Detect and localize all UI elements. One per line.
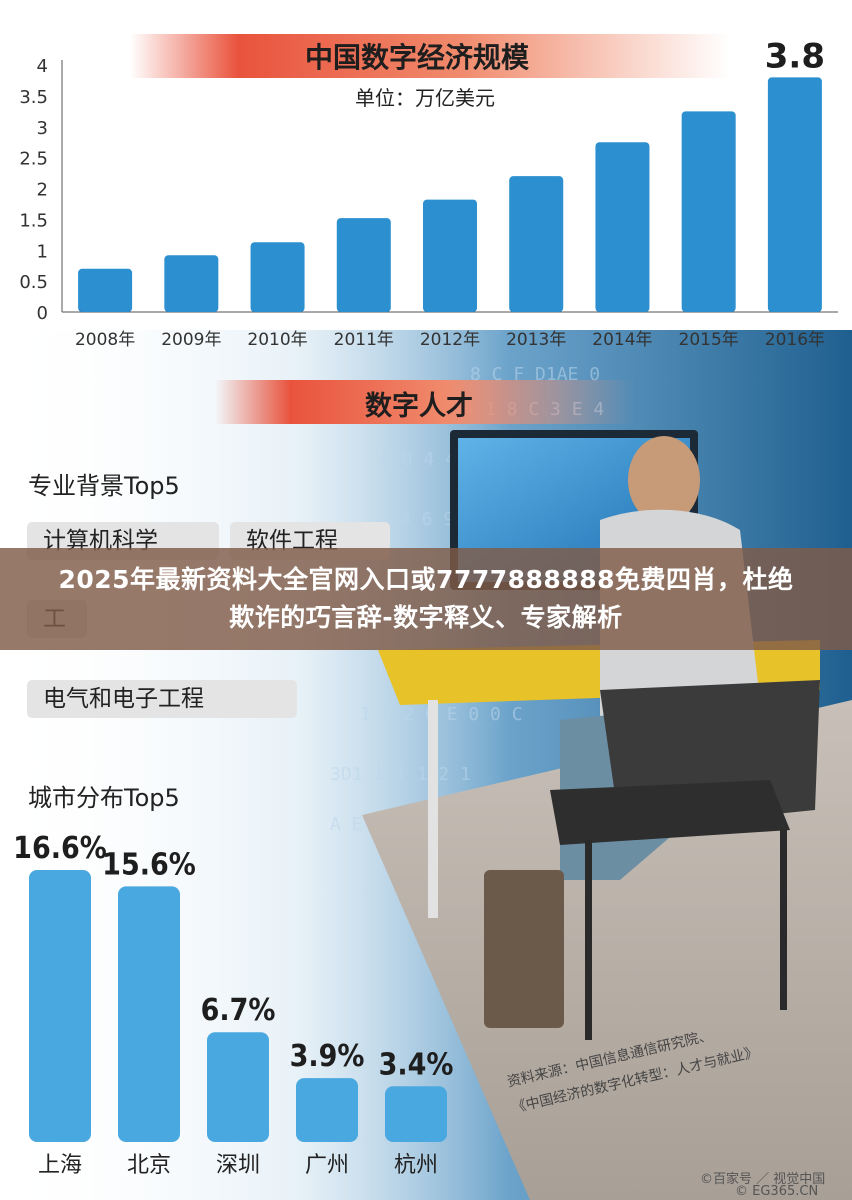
city-value-label: 15.6% [102,847,196,882]
x-tick-label: 2014年 [592,330,652,350]
talent-section-title: 数字人才 [365,391,473,422]
economy-bar [164,255,219,312]
x-tick-label: 2015年 [679,330,739,350]
economy-title-banner [130,34,730,78]
svg-text:1 F 2 0 E 0 0 C: 1 F 2 0 E 0 0 C [360,704,523,725]
svg-text:8 C F D1AE 0: 8 C F D1AE 0 [470,364,600,385]
city-name-label: 杭州 [394,1153,438,1178]
economy-bar [336,218,391,312]
economy-bar [767,77,822,312]
x-tick-label: 2011年 [334,330,394,350]
city-value-label: 3.4% [379,1047,454,1082]
city-bar [385,1086,447,1142]
x-tick-label: 2009年 [161,330,221,350]
headline-banner: 2025年最新资料大全官网入口或7777888888免费四肖，杜绝欺诈的巧言辞-… [0,548,852,650]
city-name-label: 广州 [305,1153,349,1178]
person-head [628,436,700,524]
y-tick-label: 2.5 [19,149,48,170]
city-name-label: 深圳 [216,1153,260,1178]
desk-leg [428,700,438,918]
city-name-label: 上海 [38,1153,82,1178]
x-tick-label: 2016年 [765,330,825,350]
economy-bar [78,268,133,312]
economy-bar-chart: 0 0.5 1 1.5 2 2.5 3 3.5 4 2008年 2009年 2010年 2011年 201… [19,36,838,350]
y-tick-label: 0.5 [19,272,48,293]
majors-heading: 专业背景Top5 [28,472,180,500]
y-tick-label: 1 [37,241,48,262]
city-bar [296,1078,358,1142]
economy-bar [509,176,564,312]
talent-title-banner [215,380,635,424]
x-tick-label: 2008年 [75,330,135,350]
city-value-label: 16.6% [13,831,107,866]
economy-bar [681,111,736,312]
x-tick-label: 2010年 [247,330,307,350]
y-tick-label: 3.5 [19,87,48,108]
economy-bar [423,199,477,312]
economy-bar [250,242,305,312]
data-label: 3.8 [765,36,825,76]
city-bar [29,870,91,1142]
chair-leg [585,840,592,1040]
y-tick-label: 1.5 [19,210,48,231]
briefcase [484,870,564,1028]
city-bar [118,886,180,1142]
economy-chart-title: 中国数字经济规模 [305,41,530,74]
y-tick-label: 3 [37,118,48,139]
city-bar [207,1032,269,1142]
chair-seat [550,780,790,845]
chair-leg [780,830,787,1010]
watermark-eg: © EG365.CN [735,1184,819,1199]
major-item: 电气和电子工程 [27,680,297,718]
cities-heading: 城市分布Top5 [28,784,180,812]
city-value-label: 6.7% [201,993,276,1028]
economy-unit-label: 单位：万亿美元 [355,86,495,110]
y-tick-label: 4 [37,56,48,77]
y-tick-label: 2 [37,180,48,201]
y-tick-label: 0 [37,303,48,324]
x-tick-label: 2012年 [420,330,480,350]
watermark-baijia: ©百家号 ／ 视觉中国 [700,1172,826,1187]
headline-text: 2025年最新资料大全官网入口或7777888888免费四肖，杜绝欺诈的巧言辞-… [58,565,794,632]
economy-bar [595,142,650,312]
city-name-label: 北京 [127,1153,171,1178]
x-tick-label: 2013年 [506,330,566,350]
city-value-label: 3.9% [290,1039,365,1074]
